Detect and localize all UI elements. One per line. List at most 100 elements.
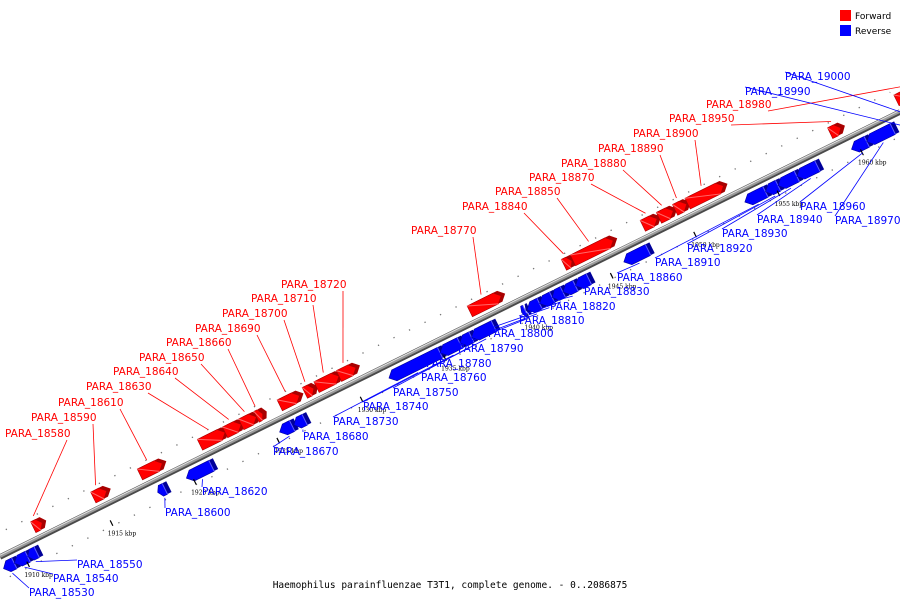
PARA_18890-leader-line <box>659 154 677 199</box>
PARA_18770-label: PARA_18770 <box>411 225 477 237</box>
PARA_18880-gene-shine <box>656 211 671 220</box>
PARA_18720-gene-shine <box>336 370 354 377</box>
PARA_18590-leader-line <box>92 423 96 486</box>
PARA_18700-gene-shine <box>301 387 313 397</box>
PARA_18770-leader-line <box>472 236 482 295</box>
PARA_18700-label: PARA_18700 <box>222 308 288 320</box>
PARA_18960-leader-line <box>799 152 863 203</box>
tick-mark <box>859 149 864 156</box>
PARA_18860-leader-line <box>616 262 640 274</box>
PARA_18900-gene-shine <box>684 193 721 199</box>
tick-label: 1910 kbp <box>24 572 53 579</box>
PARA_18630-leader-line <box>147 392 209 430</box>
PARA_18950-gene-shine <box>827 127 839 137</box>
tick-mark <box>109 520 114 527</box>
tick-label: 1915 kbp <box>108 531 137 538</box>
tick-label: 1920 kbp <box>191 489 220 496</box>
PARA_19000-leader-line <box>784 71 900 113</box>
PARA_18960-label: PARA_18960 <box>800 201 866 213</box>
PARA_18670-leader-line <box>272 435 290 448</box>
PARA_18940-leader-line <box>756 178 811 216</box>
PARA_18880-label: PARA_18880 <box>561 158 627 170</box>
PARA_18830-label: PARA_18830 <box>584 286 650 298</box>
tick-label: 1950 kbp <box>691 242 720 249</box>
PARA_18890-gene-shine <box>672 204 685 213</box>
forward-guide-line <box>0 91 891 534</box>
PARA_18920-leader-line <box>686 195 776 245</box>
PARA_18620-gene-shine <box>208 460 215 472</box>
PARA_18590-label: PARA_18590 <box>31 412 97 424</box>
PARA_18760-leader-line <box>420 338 487 374</box>
PARA_18710-gene-shine <box>313 381 337 385</box>
PARA_18750-label: PARA_18750 <box>393 387 459 399</box>
PARA_18720-label: PARA_18720 <box>281 279 347 291</box>
legend-swatch-reverse <box>840 25 851 36</box>
tick-mark <box>193 478 197 485</box>
PARA_18780-label: PARA_18780 <box>426 358 492 370</box>
reverse-guide-line <box>9 135 900 578</box>
PARA_18980-label: PARA_18980 <box>706 99 772 111</box>
PARA_18870-gene-shine <box>639 219 655 228</box>
PARA_18600-label: PARA_18600 <box>165 507 231 519</box>
PARA_18920-label: PARA_18920 <box>687 243 753 255</box>
PARA_18950-label: PARA_18950 <box>669 113 735 125</box>
PARA_18660-leader-line <box>227 348 256 407</box>
PARA_18880-gene-arrow <box>655 207 674 224</box>
PARA_18530-leader-line <box>12 572 30 589</box>
PARA_18850-label: PARA_18850 <box>495 186 561 198</box>
PARA_18980-gene-shine <box>893 94 900 97</box>
PARA_18940-label: PARA_18940 <box>757 214 823 226</box>
PARA_18900-label: PARA_18900 <box>633 128 699 140</box>
map-caption: Haemophilus parainfluenzae T3T1, complet… <box>273 580 628 591</box>
PARA_18910-label: PARA_18910 <box>655 257 721 269</box>
PARA_18970-gene-shine <box>889 123 896 135</box>
tick-label: 1960 kbp <box>858 160 887 167</box>
PARA_18700-leader-line <box>283 319 306 382</box>
PARA_18850-leader-line <box>556 197 589 242</box>
PARA_18790-leader-line <box>457 313 537 345</box>
PARA_18540-leader-line <box>24 566 54 575</box>
PARA_18630-label: PARA_18630 <box>86 381 152 393</box>
PARA_18950-gene-arrow <box>827 124 842 139</box>
PARA_18820-label: PARA_18820 <box>550 301 616 313</box>
PARA_18740-label: PARA_18740 <box>363 401 429 413</box>
PARA_18860-gene-shine <box>644 244 652 256</box>
PARA_18550-gene-shine <box>33 546 40 558</box>
tick-mark <box>276 437 281 444</box>
PARA_18910-leader-line <box>654 203 759 259</box>
PARA_18730-label: PARA_18730 <box>333 416 399 428</box>
PARA_18550-label: PARA_18550 <box>77 559 143 571</box>
PARA_18680-gene-shine <box>301 414 308 426</box>
PARA_18660-gene-shine <box>253 411 263 421</box>
PARA_18550-leader-line <box>35 559 78 563</box>
PARA_18670-label: PARA_18670 <box>273 446 339 458</box>
PARA_18610-label: PARA_18610 <box>58 397 124 409</box>
PARA_18830-leader-line <box>583 286 587 290</box>
tick-label: 1955 kbp <box>775 201 804 208</box>
legend-swatch-forward <box>840 10 851 21</box>
PARA_18860-label: PARA_18860 <box>617 272 683 284</box>
PARA_18590-gene-arrow <box>90 487 108 504</box>
PARA_18780-leader-line <box>425 318 528 360</box>
PARA_18670-gene-shine <box>289 420 296 432</box>
PARA_18760-label: PARA_18760 <box>421 372 487 384</box>
PARA_18590-gene-shine <box>90 491 105 500</box>
tick-mark <box>609 272 614 279</box>
PARA_18810-leader-line <box>518 301 562 317</box>
PARA_18970-label: PARA_18970 <box>835 215 900 227</box>
PARA_18580-gene-shine <box>30 521 42 531</box>
PARA_18610-gene-shine <box>137 468 160 472</box>
PARA_18600-gene-shine <box>161 483 168 495</box>
PARA_18980-gene-arrow <box>893 91 900 107</box>
PARA_18650-leader-line <box>200 363 245 412</box>
legend-label-forward: Forward <box>855 12 891 22</box>
tick-label: 1940 kbp <box>525 325 554 332</box>
PARA_18840-leader-line <box>523 212 564 255</box>
PARA_18820-leader-line <box>549 295 573 303</box>
PARA_18730-leader-line <box>332 372 419 418</box>
PARA_19000-label: PARA_19000 <box>785 71 851 83</box>
PARA_18800-leader-line <box>487 307 550 330</box>
PARA_18930-label: PARA_18930 <box>722 228 788 240</box>
